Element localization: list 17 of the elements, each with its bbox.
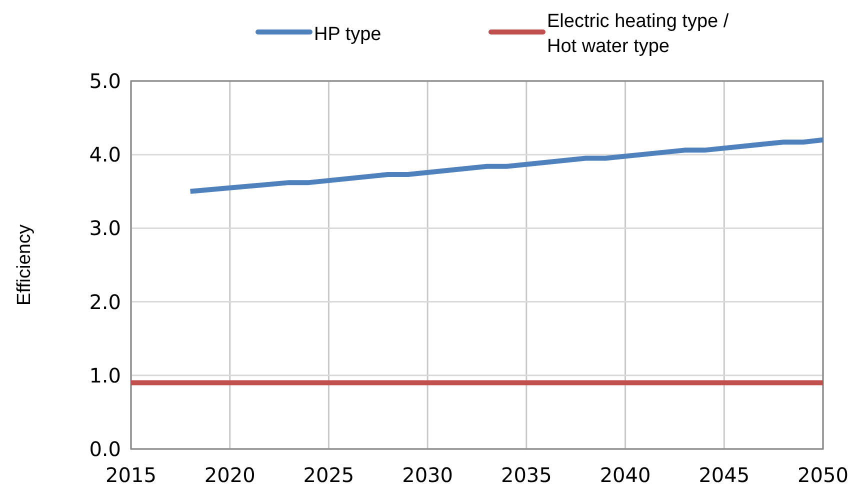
y-tick-label: 1.0 [89, 363, 121, 388]
x-tick-label: 2020 [204, 463, 256, 487]
y-axis-title: Efficiency [14, 224, 35, 306]
x-tick-label: 2035 [500, 463, 552, 487]
y-tick-label: 0.0 [89, 437, 121, 461]
x-tick-label: 2030 [402, 463, 454, 487]
legend-label: HP type [314, 24, 382, 45]
y-tick-label: 5.0 [89, 69, 121, 93]
x-tick-label: 2025 [303, 463, 354, 487]
x-tick-label: 2050 [798, 463, 848, 487]
x-tick-label: 2045 [698, 463, 750, 487]
x-tick-label: 2015 [106, 463, 156, 487]
legend-label: Electric heating type / Hot water type [547, 11, 730, 57]
y-tick-label: 4.0 [89, 142, 121, 167]
x-tick-label: 2040 [600, 463, 651, 487]
y-tick-label: 3.0 [89, 216, 121, 240]
y-tick-label: 2.0 [89, 290, 121, 314]
